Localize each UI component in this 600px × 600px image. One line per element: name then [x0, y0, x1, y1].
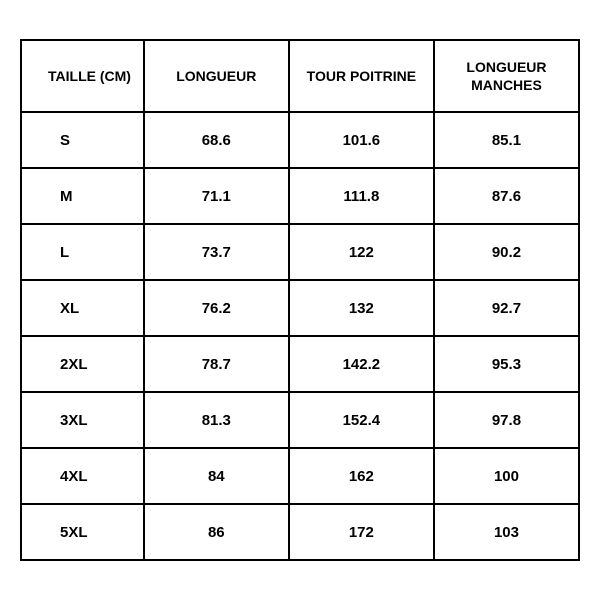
- cell-size: 2XL: [21, 336, 144, 392]
- header-taille: TAILLE (CM): [21, 40, 144, 112]
- cell-longueur-manches: 92.7: [434, 280, 579, 336]
- table-row: 5XL 86 172 103: [21, 504, 579, 560]
- table-row: S 68.6 101.6 85.1: [21, 112, 579, 168]
- header-longueur: LONGUEUR: [144, 40, 289, 112]
- cell-size: XL: [21, 280, 144, 336]
- cell-longueur: 84: [144, 448, 289, 504]
- cell-tour-poitrine: 132: [289, 280, 434, 336]
- table-row: 2XL 78.7 142.2 95.3: [21, 336, 579, 392]
- table-header: TAILLE (CM) LONGUEUR TOUR POITRINE LONGU…: [21, 40, 579, 112]
- cell-tour-poitrine: 101.6: [289, 112, 434, 168]
- table-row: 3XL 81.3 152.4 97.8: [21, 392, 579, 448]
- cell-tour-poitrine: 122: [289, 224, 434, 280]
- table-row: L 73.7 122 90.2: [21, 224, 579, 280]
- cell-longueur-manches: 90.2: [434, 224, 579, 280]
- table-row: M 71.1 111.8 87.6: [21, 168, 579, 224]
- cell-longueur: 81.3: [144, 392, 289, 448]
- cell-longueur: 86: [144, 504, 289, 560]
- cell-longueur: 73.7: [144, 224, 289, 280]
- cell-tour-poitrine: 162: [289, 448, 434, 504]
- header-row: TAILLE (CM) LONGUEUR TOUR POITRINE LONGU…: [21, 40, 579, 112]
- cell-tour-poitrine: 172: [289, 504, 434, 560]
- cell-longueur-manches: 103: [434, 504, 579, 560]
- cell-longueur: 68.6: [144, 112, 289, 168]
- cell-longueur-manches: 100: [434, 448, 579, 504]
- cell-longueur-manches: 87.6: [434, 168, 579, 224]
- cell-size: L: [21, 224, 144, 280]
- table-row: 4XL 84 162 100: [21, 448, 579, 504]
- size-table-container: TAILLE (CM) LONGUEUR TOUR POITRINE LONGU…: [20, 39, 580, 561]
- table-body: S 68.6 101.6 85.1 M 71.1 111.8 87.6 L 73…: [21, 112, 579, 560]
- header-tour-poitrine: TOUR POITRINE: [289, 40, 434, 112]
- cell-tour-poitrine: 152.4: [289, 392, 434, 448]
- size-table: TAILLE (CM) LONGUEUR TOUR POITRINE LONGU…: [20, 39, 580, 561]
- cell-size: M: [21, 168, 144, 224]
- cell-size: 5XL: [21, 504, 144, 560]
- cell-size: S: [21, 112, 144, 168]
- cell-longueur-manches: 97.8: [434, 392, 579, 448]
- cell-longueur-manches: 85.1: [434, 112, 579, 168]
- header-longueur-manches: LONGUEUR MANCHES: [434, 40, 579, 112]
- cell-longueur: 76.2: [144, 280, 289, 336]
- table-row: XL 76.2 132 92.7: [21, 280, 579, 336]
- cell-tour-poitrine: 111.8: [289, 168, 434, 224]
- cell-tour-poitrine: 142.2: [289, 336, 434, 392]
- cell-longueur: 78.7: [144, 336, 289, 392]
- cell-size: 4XL: [21, 448, 144, 504]
- cell-size: 3XL: [21, 392, 144, 448]
- cell-longueur: 71.1: [144, 168, 289, 224]
- cell-longueur-manches: 95.3: [434, 336, 579, 392]
